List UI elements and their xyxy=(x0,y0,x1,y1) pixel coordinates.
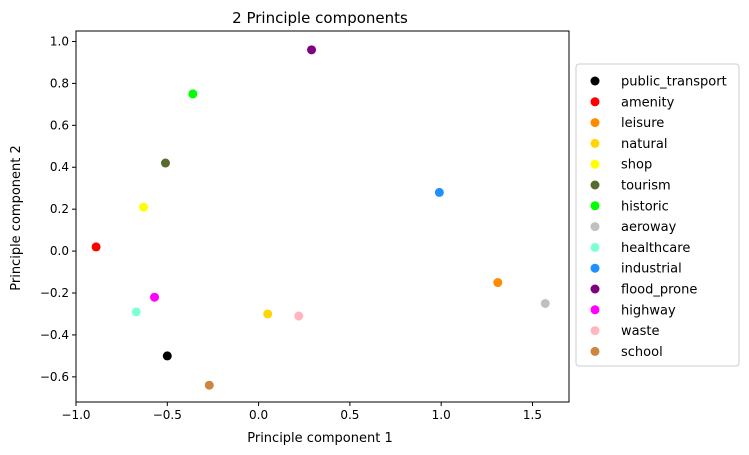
data-point-public-transport xyxy=(162,351,172,361)
legend-label-shop: shop xyxy=(621,158,652,173)
legend-label-aeroway: aeroway xyxy=(621,220,677,235)
plot-area xyxy=(75,30,570,403)
y-tick-label: 0.0 xyxy=(50,244,69,258)
legend-label-leisure: leisure xyxy=(621,116,664,131)
legend-marker-leisure xyxy=(590,118,600,128)
x-tick-label: 0.5 xyxy=(340,408,359,422)
legend-marker-highway xyxy=(590,305,600,315)
legend-label-waste: waste xyxy=(621,324,659,339)
legend-label-school: school xyxy=(621,345,663,360)
x-tick-label: 1.0 xyxy=(432,408,451,422)
legend-marker-healthcare xyxy=(590,242,600,252)
legend-marker-industrial xyxy=(590,263,600,273)
legend-label-flood-prone: flood_prone xyxy=(621,283,697,298)
y-tick-label: −0.6 xyxy=(40,370,69,384)
x-tick-label: −0.5 xyxy=(153,408,182,422)
legend-label-public-transport: public_transport xyxy=(621,75,727,90)
data-point-amenity xyxy=(91,242,101,252)
data-point-tourism xyxy=(160,158,170,168)
chart-title: 2 Principle components xyxy=(232,9,408,27)
data-point-historic xyxy=(188,89,198,99)
data-point-aeroway xyxy=(540,298,550,308)
data-point-leisure xyxy=(493,278,503,288)
legend-frame xyxy=(575,63,740,367)
y-tick-label: 1.0 xyxy=(50,34,69,48)
legend-marker-natural xyxy=(590,138,600,148)
legend-marker-public-transport xyxy=(590,76,600,86)
data-point-industrial xyxy=(434,187,444,197)
legend-label-healthcare: healthcare xyxy=(621,241,690,256)
legend-marker-waste xyxy=(590,326,600,336)
data-points xyxy=(91,45,550,390)
legend-label-natural: natural xyxy=(621,137,667,152)
y-axis-label: Principle component 2 xyxy=(9,145,24,291)
y-tick-label: 0.4 xyxy=(50,160,69,174)
y-tick-label: −0.4 xyxy=(40,328,69,342)
data-point-school xyxy=(204,380,214,390)
legend-label-tourism: tourism xyxy=(621,179,671,194)
data-point-shop xyxy=(139,202,149,212)
y-tick-label: 0.2 xyxy=(50,202,69,216)
legend-marker-flood-prone xyxy=(590,284,600,294)
data-point-natural xyxy=(263,309,273,319)
x-axis: −1.0 −0.5 0.0 0.5 1.0 1.5 xyxy=(61,402,542,422)
x-tick-label: 0.0 xyxy=(249,408,268,422)
data-point-flood-prone xyxy=(307,45,317,55)
data-point-healthcare xyxy=(131,307,141,317)
legend-marker-aeroway xyxy=(590,222,600,232)
y-tick-label: 0.6 xyxy=(50,118,69,132)
legend-label-industrial: industrial xyxy=(621,262,682,277)
y-axis: −0.6 −0.4 −0.2 0.0 0.2 0.4 0.6 0.8 1.0 xyxy=(40,34,76,384)
legend-label-highway: highway xyxy=(621,303,676,318)
y-tick-label: −0.2 xyxy=(40,286,69,300)
legend-marker-historic xyxy=(590,201,600,211)
plot-frame xyxy=(75,30,570,403)
data-point-waste xyxy=(294,311,304,321)
data-point-highway xyxy=(150,292,160,302)
x-axis-label: Principle component 1 xyxy=(247,431,393,446)
legend-marker-school xyxy=(590,346,600,356)
x-tick-label: −1.0 xyxy=(61,408,90,422)
x-tick-label: 1.5 xyxy=(523,408,542,422)
y-tick-label: 0.8 xyxy=(50,76,69,90)
legend-label-amenity: amenity xyxy=(621,95,675,110)
legend-marker-shop xyxy=(590,159,600,169)
legend-marker-tourism xyxy=(590,180,600,190)
legend-label-historic: historic xyxy=(621,199,669,214)
legend-marker-amenity xyxy=(590,97,600,107)
